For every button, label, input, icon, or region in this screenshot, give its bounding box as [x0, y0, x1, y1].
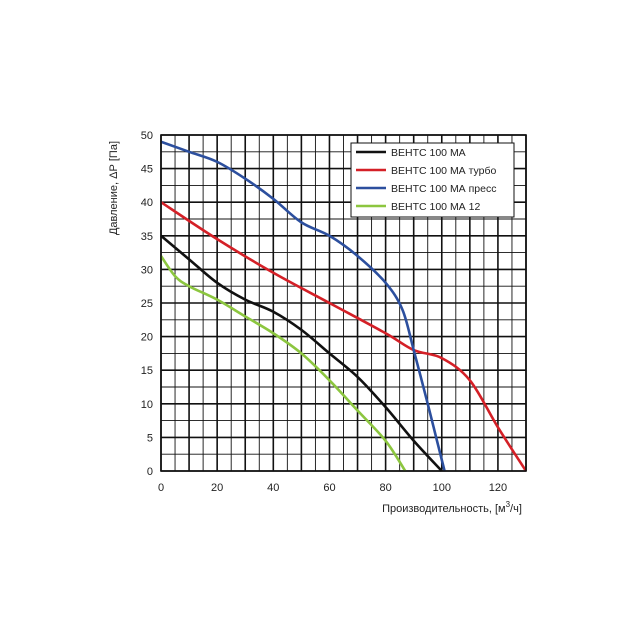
x-tick-label: 20 — [211, 482, 223, 494]
y-tick-label: 20 — [141, 332, 153, 344]
x-tick-labels: 0 20 40 60 80 100 120 — [158, 482, 507, 494]
legend: ВЕНТС 100 МА ВЕНТС 100 МА турбо ВЕНТС 100 … — [350, 142, 515, 218]
y-tick-label: 5 — [147, 432, 153, 444]
x-tick-label: 80 — [379, 482, 391, 494]
y-tick-label: 45 — [141, 164, 153, 176]
y-tick-labels: 0 5 10 15 20 25 30 35 40 45 50 — [141, 130, 153, 478]
y-tick-label: 15 — [141, 365, 153, 377]
series-line-4 — [159, 255, 407, 472]
x-tick-label: 40 — [267, 482, 279, 494]
y-tick-label: 10 — [141, 399, 153, 411]
x-tick-label: 60 — [323, 482, 335, 494]
legend-label-2: ВЕНТС 100 МА турбо — [391, 165, 497, 177]
series-line-2 — [160, 201, 528, 472]
x-axis-label: Производительность, [м3/ч] — [382, 500, 522, 515]
axis-frame — [160, 134, 527, 472]
plot-border — [160, 134, 527, 472]
y-axis-label: Давление, ΔР [Па] — [108, 141, 120, 235]
series-group — [159, 140, 528, 472]
x-tick-label: 120 — [489, 482, 507, 494]
legend-label-1: ВЕНТС 100 МА — [391, 147, 466, 159]
series-line-3 — [160, 140, 446, 472]
legend-label-4: ВЕНТС 100 МА 12 — [391, 201, 480, 213]
y-tick-label: 40 — [141, 197, 153, 209]
legend-label-3: ВЕНТС 100 МА пресс — [391, 183, 496, 195]
x-axis-label-main: Производительность, [м — [382, 503, 506, 515]
x-axis-label-end: /ч] — [510, 503, 522, 515]
y-tick-label: 30 — [141, 264, 153, 276]
x-axis-label-sup: 3 — [506, 500, 511, 509]
series-line-1 — [160, 234, 443, 472]
x-tick-label: 100 — [433, 482, 451, 494]
y-tick-label: 25 — [141, 298, 153, 310]
y-tick-label: 35 — [141, 231, 153, 243]
y-tick-label: 0 — [147, 466, 153, 478]
x-tick-label: 0 — [158, 482, 164, 494]
legend-box — [350, 142, 515, 218]
y-tick-label: 50 — [141, 130, 153, 142]
